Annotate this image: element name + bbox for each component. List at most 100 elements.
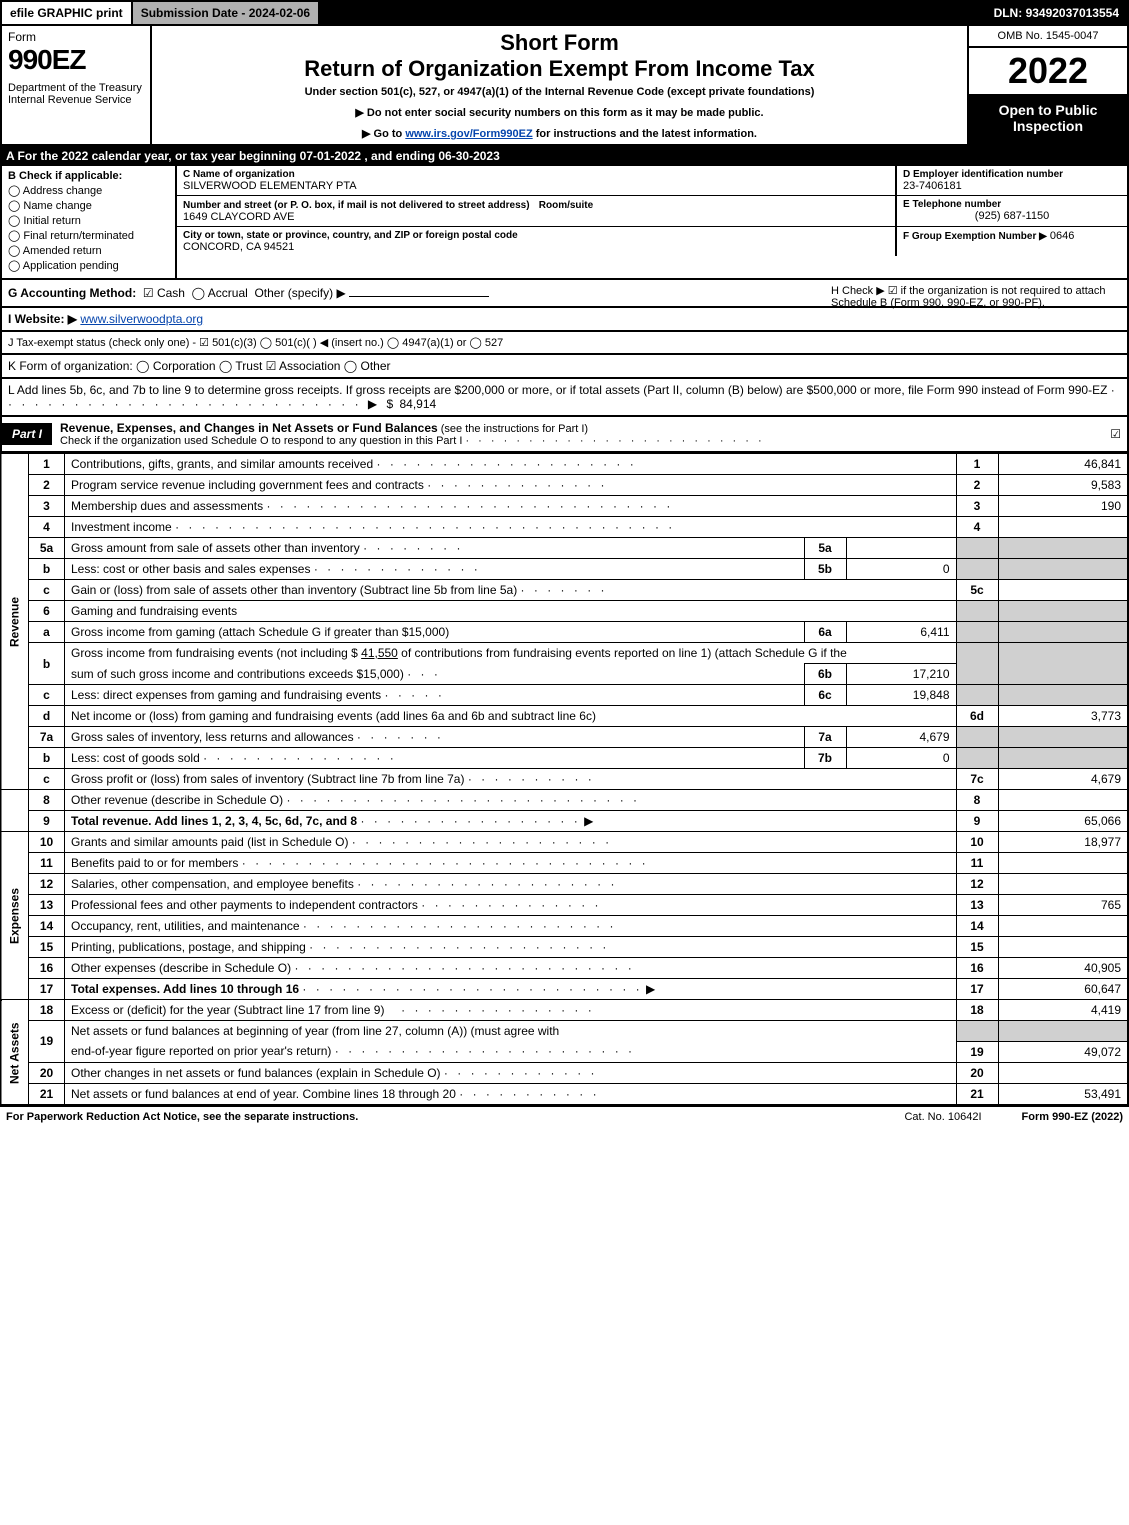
line-desc: Net assets or fund balances at end of ye… xyxy=(65,1083,957,1105)
subline-value: 19,848 xyxy=(846,685,956,706)
chk-initial-return[interactable]: ◯ Initial return xyxy=(8,214,169,227)
line-desc: Investment income · · · · · · · · · · · … xyxy=(65,517,957,538)
row-l-gross-receipts: L Add lines 5b, 6c, and 7b to line 9 to … xyxy=(0,379,1129,417)
efile-label[interactable]: efile GRAPHIC print xyxy=(2,2,133,24)
part1-title-text: Revenue, Expenses, and Changes in Net As… xyxy=(60,421,438,435)
irs-link[interactable]: www.irs.gov/Form990EZ xyxy=(405,128,532,140)
line-num: c xyxy=(29,580,65,601)
table-row: 7a Gross sales of inventory, less return… xyxy=(1,727,1128,748)
line-ref: 19 xyxy=(956,1041,998,1062)
l16-desc: Other expenses (describe in Schedule O) xyxy=(71,961,291,975)
line-desc: Occupancy, rent, utilities, and maintena… xyxy=(65,916,957,937)
part1-check-dots: · · · · · · · · · · · · · · · · · · · · … xyxy=(465,435,764,447)
line-num: 15 xyxy=(29,937,65,958)
chk-address-change-label: Address change xyxy=(23,185,103,197)
line-value: 40,905 xyxy=(998,958,1128,979)
line-value: 765 xyxy=(998,895,1128,916)
row-i-website: I Website: ▶ www.silverwoodpta.org xyxy=(0,308,1129,332)
ein-value: 23-7406181 xyxy=(903,180,1121,192)
website-link[interactable]: www.silverwoodpta.org xyxy=(80,312,203,326)
line-desc: Total revenue. Add lines 1, 2, 3, 4, 5c,… xyxy=(65,811,957,832)
room-label: Room/suite xyxy=(539,200,593,211)
l3-desc: Membership dues and assessments xyxy=(71,499,263,513)
line-ref-shade xyxy=(956,685,998,706)
subline-value xyxy=(846,538,956,559)
line-desc: Grants and similar amounts paid (list in… xyxy=(65,832,957,853)
chk-application-pending[interactable]: ◯ Application pending xyxy=(8,259,169,272)
line-desc: Gross profit or (loss) from sales of inv… xyxy=(65,769,957,790)
chk-amended-return[interactable]: ◯ Amended return xyxy=(8,244,169,257)
open-to-public: Open to Public Inspection xyxy=(969,96,1127,144)
line-ref: 3 xyxy=(956,496,998,517)
chk-application-pending-label: Application pending xyxy=(23,260,119,272)
form-id-block: Form 990EZ Department of the Treasury In… xyxy=(2,26,152,144)
line-ref: 20 xyxy=(956,1062,998,1083)
form-number: 990EZ xyxy=(8,44,144,76)
goto-post: for instructions and the latest informat… xyxy=(533,128,757,140)
subline-ref: 7a xyxy=(804,727,846,748)
l12-desc: Salaries, other compensation, and employ… xyxy=(71,877,354,891)
line-ref: 8 xyxy=(956,790,998,811)
chk-address-change[interactable]: ◯ Address change xyxy=(8,184,169,197)
line-ref: 18 xyxy=(956,1000,998,1021)
row-l-amount: 84,914 xyxy=(400,397,437,411)
chk-name-change[interactable]: ◯ Name change xyxy=(8,199,169,212)
table-row: b Less: cost of goods sold · · · · · · ·… xyxy=(1,748,1128,769)
l6a-desc: Gross income from gaming (attach Schedul… xyxy=(71,625,449,639)
line-value: 65,066 xyxy=(998,811,1128,832)
section-a-taxyear: A For the 2022 calendar year, or tax yea… xyxy=(0,146,1129,166)
submission-date-label: Submission Date - xyxy=(141,6,249,20)
accounting-other-input[interactable] xyxy=(349,296,489,297)
line-desc: Less: direct expenses from gaming and fu… xyxy=(65,685,805,706)
part1-check-line: Check if the organization used Schedule … xyxy=(60,435,1096,447)
line-desc: Other revenue (describe in Schedule O) ·… xyxy=(65,790,957,811)
l7b-desc: Less: cost of goods sold xyxy=(71,751,200,765)
form-title: Return of Organization Exempt From Incom… xyxy=(160,56,959,82)
table-row: c Less: direct expenses from gaming and … xyxy=(1,685,1128,706)
line-desc: Total expenses. Add lines 10 through 16 … xyxy=(65,979,957,1000)
l6b-desc-1: Gross income from fundraising events (no… xyxy=(65,643,957,664)
line-num: 6 xyxy=(29,601,65,622)
row-l-text: L Add lines 5b, 6c, and 7b to line 9 to … xyxy=(8,383,1107,397)
dln-value: 93492037013554 xyxy=(1026,6,1119,20)
line-num: c xyxy=(29,685,65,706)
line-num: b xyxy=(29,643,65,685)
l6c-desc: Less: direct expenses from gaming and fu… xyxy=(71,688,381,702)
street-value: 1649 CLAYCORD AVE xyxy=(183,211,889,223)
subline-value: 6,411 xyxy=(846,622,956,643)
part1-checkbox[interactable]: ☑ xyxy=(1104,423,1127,445)
accounting-accrual: Accrual xyxy=(208,286,248,300)
line-ref: 1 xyxy=(956,454,998,475)
subline-value: 17,210 xyxy=(846,664,956,685)
l5b-desc: Less: cost or other basis and sales expe… xyxy=(71,562,310,576)
line-num: 11 xyxy=(29,853,65,874)
line-ref-shade xyxy=(956,1021,998,1042)
part1-check-text: Check if the organization used Schedule … xyxy=(60,435,462,447)
line-num: 20 xyxy=(29,1062,65,1083)
row-g-accounting: G Accounting Method: ☑ Cash ◯ Accrual Ot… xyxy=(0,280,1129,308)
table-row: Expenses 10 Grants and similar amounts p… xyxy=(1,832,1128,853)
line-desc: Contributions, gifts, grants, and simila… xyxy=(65,454,957,475)
line-value: 9,583 xyxy=(998,475,1128,496)
tax-year: 2022 xyxy=(969,48,1127,96)
line-value-shade xyxy=(998,748,1128,769)
revenue-vlabel-cont xyxy=(1,790,29,832)
footer-right: Form 990-EZ (2022) xyxy=(1022,1111,1123,1123)
line-num: b xyxy=(29,559,65,580)
accounting-label: G Accounting Method: xyxy=(8,286,136,300)
goto-note: ▶ Go to www.irs.gov/Form990EZ for instru… xyxy=(160,127,959,140)
line-value-shade xyxy=(998,538,1128,559)
line-ref: 14 xyxy=(956,916,998,937)
part1-tag: Part I xyxy=(2,423,52,445)
group-exemption-cell: F Group Exemption Number ▶ 0646 xyxy=(897,227,1127,256)
line-value-shade xyxy=(998,622,1128,643)
line-num: 16 xyxy=(29,958,65,979)
line-num: 3 xyxy=(29,496,65,517)
chk-final-return[interactable]: ◯ Final return/terminated xyxy=(8,229,169,242)
subline-value: 4,679 xyxy=(846,727,956,748)
subline-ref: 6b xyxy=(804,664,846,685)
group-exemption-label: F Group Exemption Number ▶ xyxy=(903,231,1047,242)
l6b-d1b: of contributions from fundraising events… xyxy=(398,646,847,660)
org-name: SILVERWOOD ELEMENTARY PTA xyxy=(183,180,889,192)
line-ref: 16 xyxy=(956,958,998,979)
